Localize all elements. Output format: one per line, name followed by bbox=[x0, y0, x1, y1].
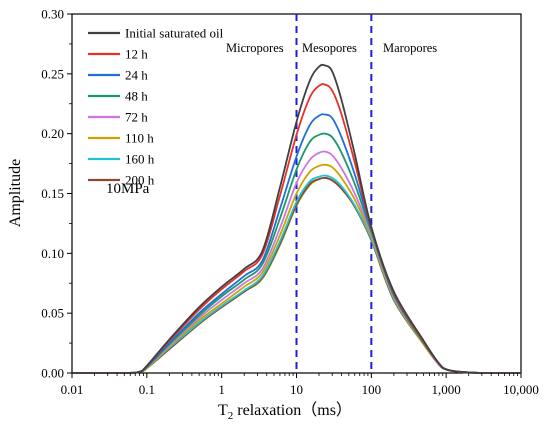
y-tick-label: 0.10 bbox=[41, 246, 64, 261]
legend-label-6: 160 h bbox=[125, 152, 155, 167]
x-tick-label: 0.01 bbox=[61, 382, 84, 397]
x-tick-label: 1,000 bbox=[432, 382, 461, 397]
series-line-0 bbox=[72, 63, 521, 374]
x-axis-title-main: T bbox=[218, 402, 228, 419]
x-tick-label: 1 bbox=[218, 382, 225, 397]
legend-label-1: 12 h bbox=[125, 47, 148, 62]
y-tick-label: 0.15 bbox=[41, 186, 64, 201]
region-label-maropores: Maropores bbox=[383, 41, 437, 55]
y-axis-title: Amplitude bbox=[7, 159, 24, 227]
y-tick-label: 0.30 bbox=[41, 7, 64, 22]
legend-label-0: Initial saturated oil bbox=[125, 26, 224, 41]
legend-label-2: 24 h bbox=[125, 68, 148, 83]
region-label-micropores: Micropores bbox=[226, 41, 284, 55]
y-axis-ticks: 0.00 0.05 0.10 0.15 0.20 0.25 0.30 bbox=[41, 7, 72, 381]
x-axis-title: T2 relaxation（ms） bbox=[218, 401, 352, 422]
series-lines bbox=[72, 63, 521, 374]
y-tick-label: 0.05 bbox=[41, 306, 64, 321]
x-tick-label: 10,000 bbox=[503, 382, 539, 397]
x-axis-ticks: 0.01 0.1 1 10 100 1,000 10,000 bbox=[61, 373, 539, 397]
legend-label-3: 48 h bbox=[125, 89, 148, 104]
x-axis-title-subscript: 2 bbox=[228, 410, 234, 422]
region-label-mesopores: Mesopores bbox=[302, 41, 357, 55]
y-tick-label: 0.00 bbox=[41, 366, 64, 381]
y-tick-label: 0.20 bbox=[41, 126, 64, 141]
legend: Initial saturated oil 12 h 24 h 48 h 72 h 110… bbox=[88, 26, 224, 188]
x-axis-title-rest: relaxation（ms） bbox=[233, 401, 352, 419]
legend-label-4: 72 h bbox=[125, 110, 148, 125]
y-tick-label: 0.25 bbox=[41, 66, 64, 81]
series-line-3 bbox=[72, 132, 521, 374]
x-tick-label: 100 bbox=[362, 382, 382, 397]
x-tick-label: 0.1 bbox=[139, 382, 155, 397]
legend-label-5: 110 h bbox=[125, 131, 154, 146]
pressure-annotation: 10MPa bbox=[106, 181, 150, 197]
legend-label-7: 200 h bbox=[125, 173, 155, 188]
x-tick-label: 10 bbox=[290, 382, 303, 397]
